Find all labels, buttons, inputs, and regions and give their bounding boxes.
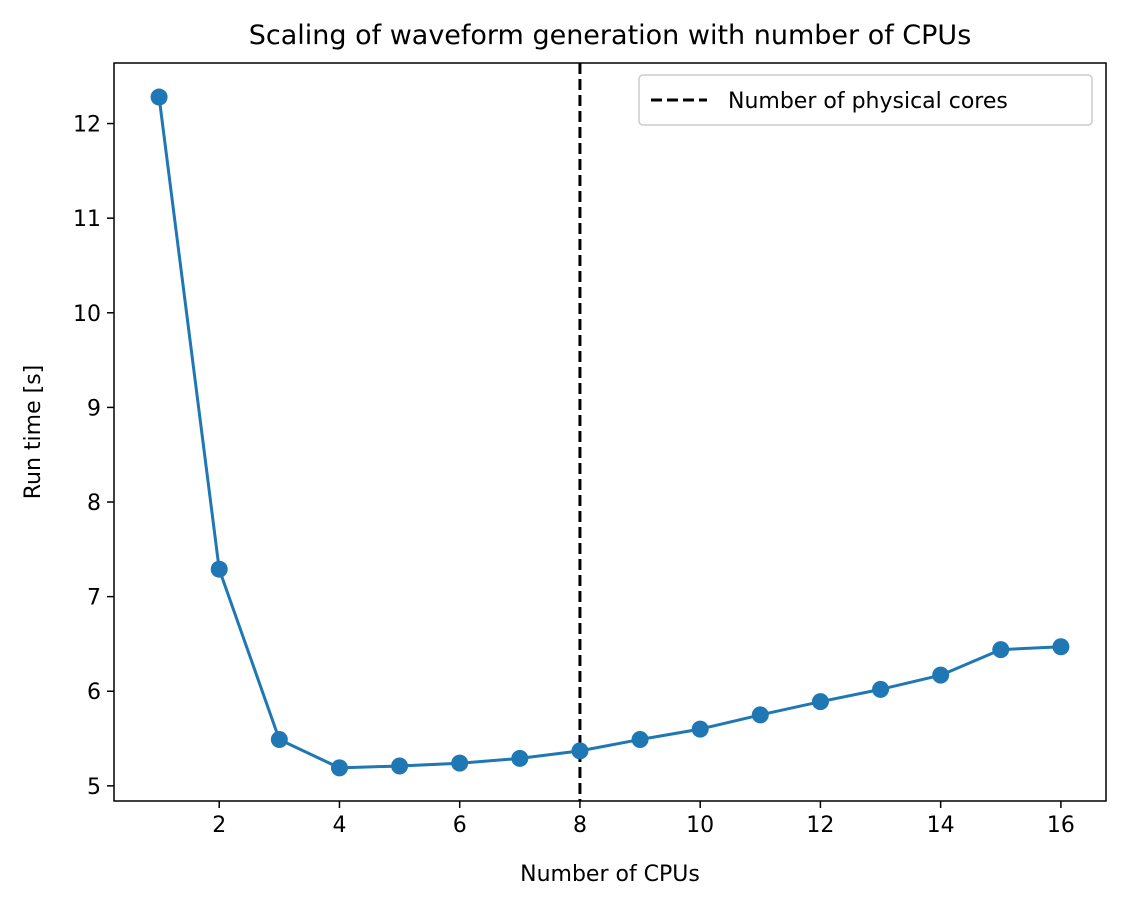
x-tick-label: 12 <box>806 813 834 838</box>
data-point <box>391 757 409 775</box>
data-point <box>631 731 649 748</box>
plot-frame <box>113 62 1107 802</box>
data-point <box>150 88 168 106</box>
data-point <box>691 720 709 738</box>
x-tick-label: 16 <box>1047 813 1075 838</box>
data-point <box>451 754 469 772</box>
y-tick-label: 8 <box>87 491 101 516</box>
data-point <box>330 759 348 777</box>
data-point <box>811 693 829 711</box>
plot-lines-layer <box>157 63 1061 801</box>
data-point <box>270 731 288 748</box>
data-point <box>992 641 1010 659</box>
data-point <box>571 742 589 760</box>
data-point <box>872 680 890 698</box>
x-tick-label: 4 <box>332 813 346 838</box>
y-tick-label: 9 <box>87 396 101 421</box>
y-axis-label: Run time [s] <box>21 365 46 500</box>
x-tick-label: 8 <box>573 813 587 838</box>
legend-box <box>638 74 1093 126</box>
data-point <box>1052 638 1070 656</box>
data-point <box>932 666 950 684</box>
y-tick-label: 5 <box>87 775 101 800</box>
legend: Number of physical cores <box>638 74 1093 126</box>
y-tick-label: 12 <box>73 113 101 138</box>
x-tick-label: 6 <box>453 813 467 838</box>
x-tick-label: 2 <box>212 813 226 838</box>
data-point <box>210 560 228 578</box>
y-tick-label: 7 <box>87 586 101 611</box>
chart-title: Scaling of waveform generation with numb… <box>249 20 972 51</box>
legend-label: Number of physical cores <box>728 89 1008 114</box>
series-line <box>157 96 1061 770</box>
data-point <box>751 706 769 724</box>
y-tick-label: 6 <box>87 680 101 705</box>
plot-markers-layer <box>150 88 1070 777</box>
x-tick-label: 10 <box>686 813 714 838</box>
axes-layer: 2 4 6 8 10 12 14 16 5 6 7 8 9 10 11 12 <box>73 113 1075 838</box>
x-axis-label: Number of CPUs <box>520 862 700 887</box>
x-tick-label: 14 <box>927 813 955 838</box>
y-tick-label: 10 <box>73 302 101 327</box>
data-point <box>511 749 529 767</box>
y-tick-label: 11 <box>73 207 101 232</box>
